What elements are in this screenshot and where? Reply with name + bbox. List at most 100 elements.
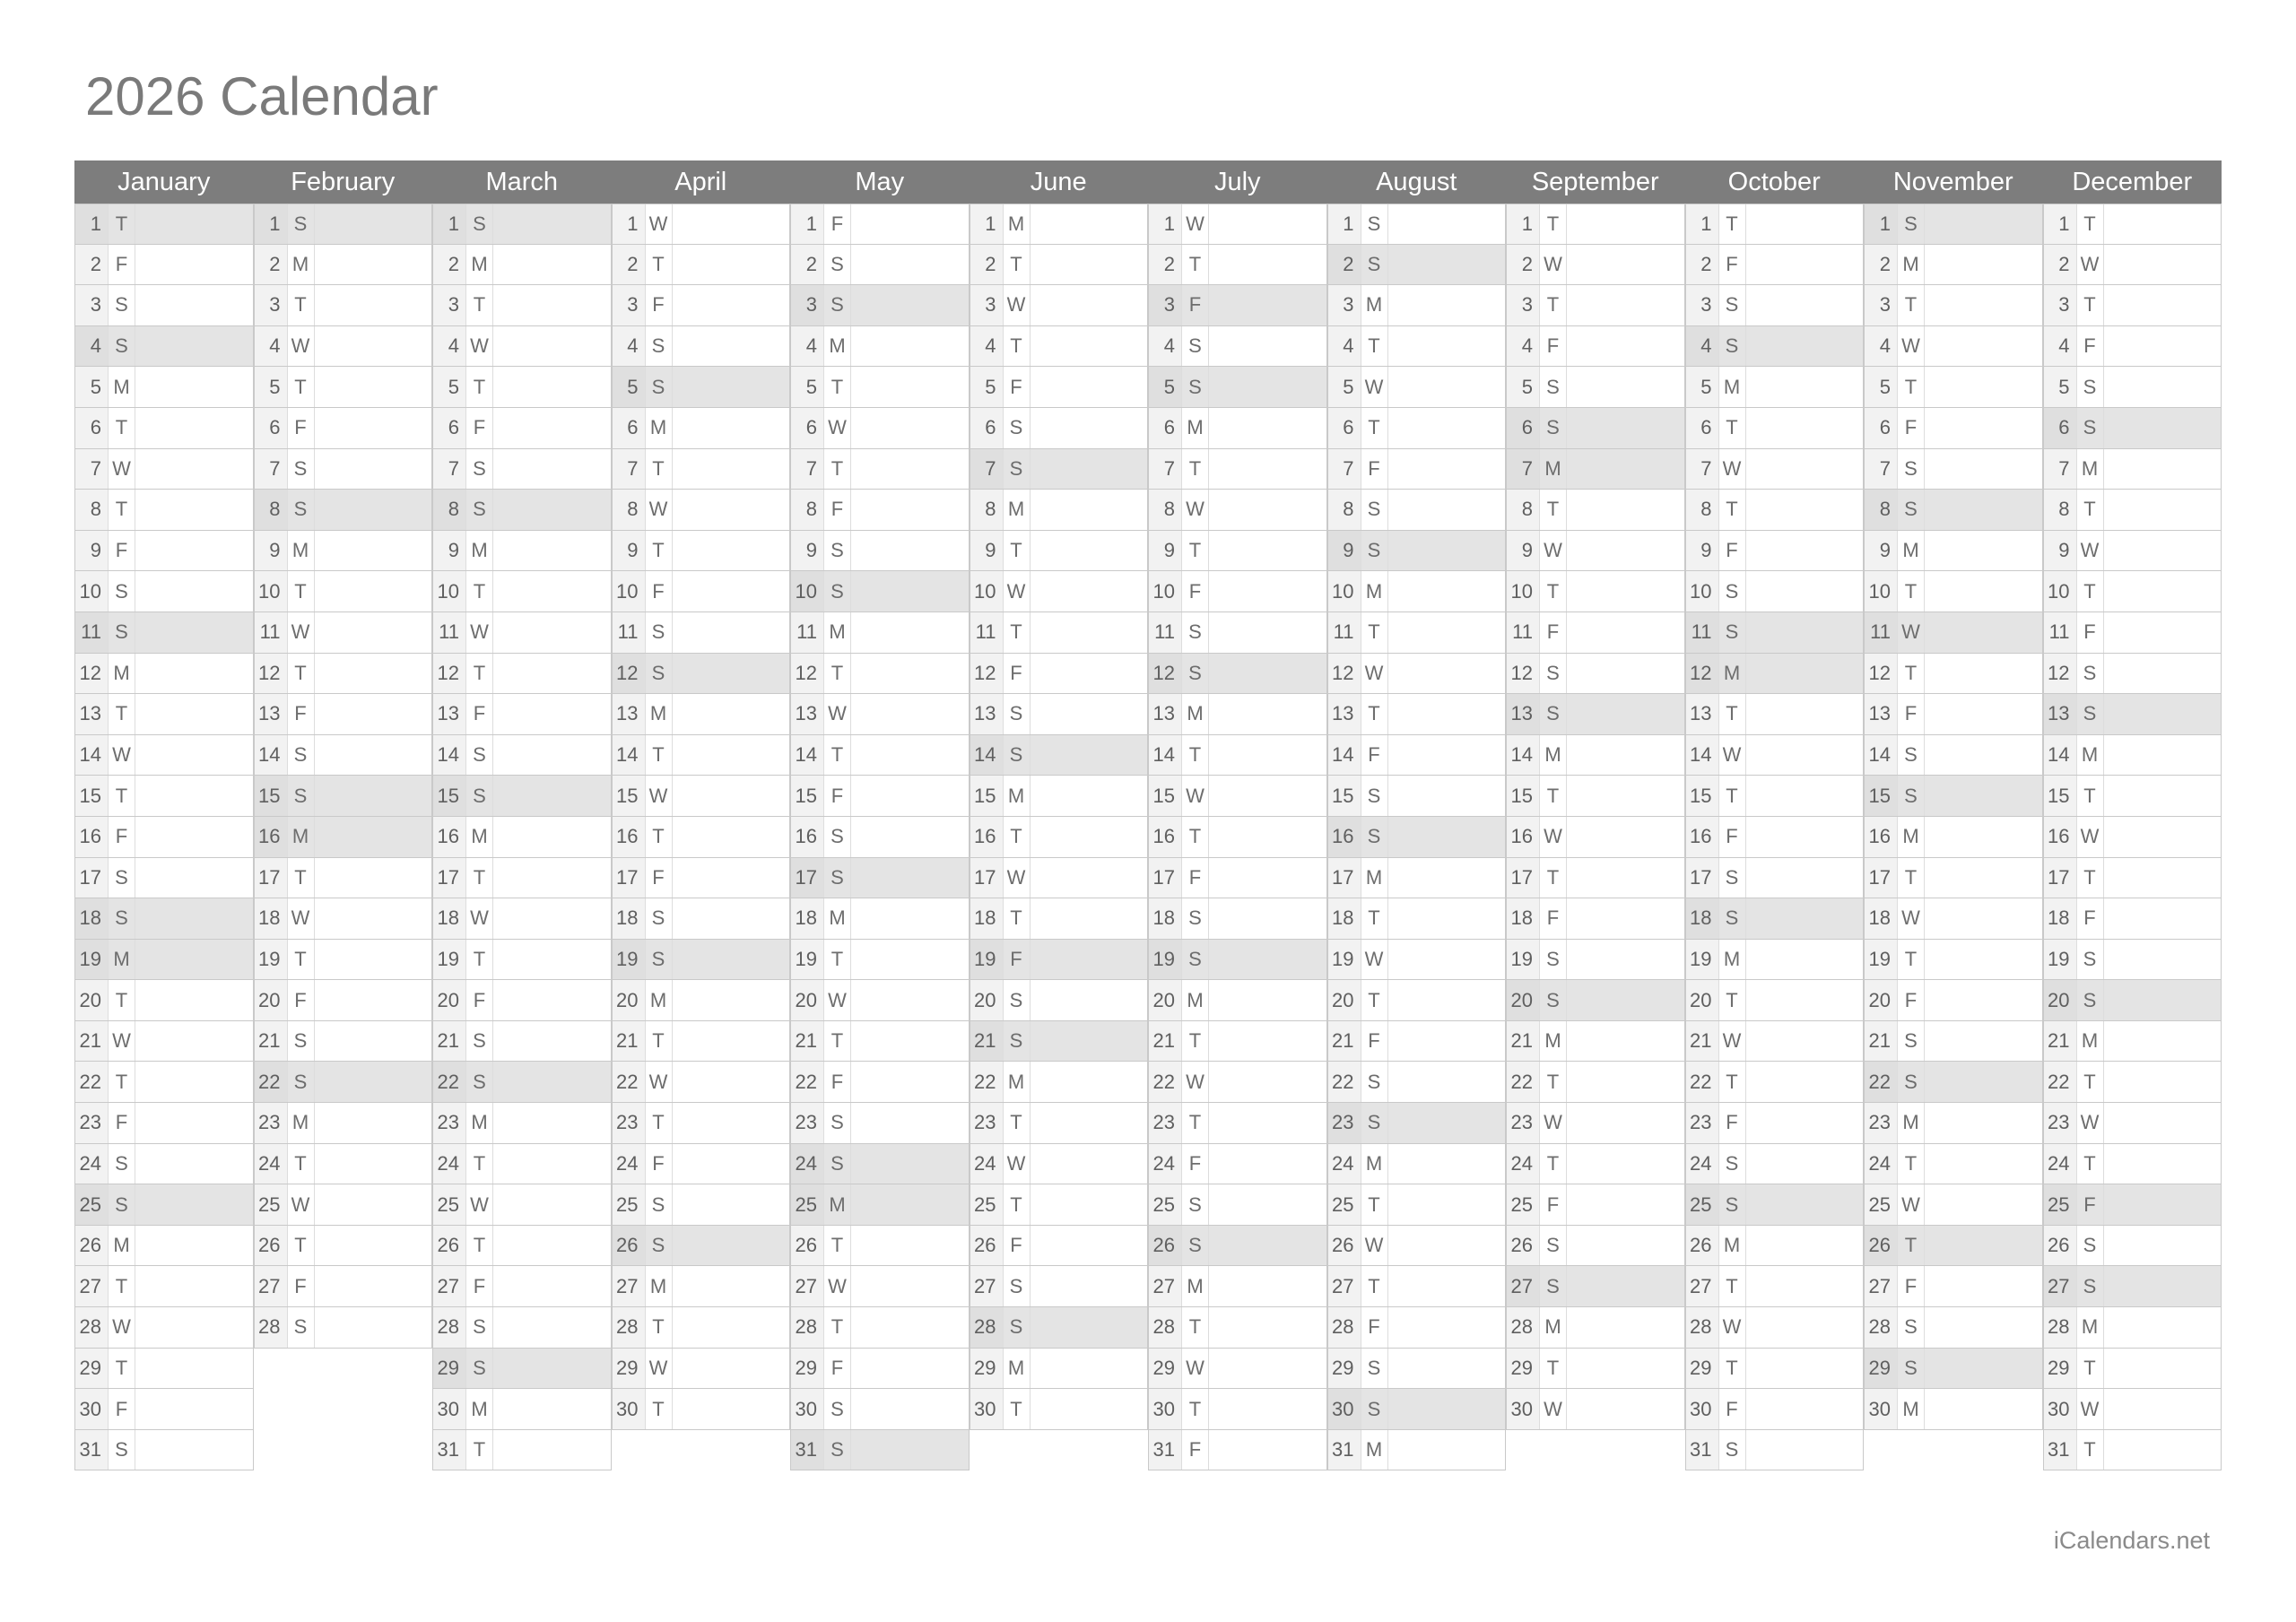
day-row[interactable]: 11 T [1326, 612, 1506, 654]
day-note-cell[interactable] [1387, 367, 1506, 407]
day-note-cell[interactable] [135, 816, 254, 857]
day-note-cell[interactable] [1209, 980, 1327, 1020]
day-note-cell[interactable] [1209, 612, 1327, 653]
day-note-cell[interactable] [135, 612, 254, 653]
day-note-cell[interactable] [135, 1389, 254, 1429]
day-note-cell[interactable] [493, 1020, 612, 1062]
day-note-cell[interactable] [1209, 653, 1327, 694]
day-row[interactable]: 20 T [74, 980, 254, 1021]
day-row[interactable]: 21 M [2042, 1020, 2222, 1063]
day-note-cell[interactable] [672, 407, 790, 448]
day-note-cell[interactable] [1209, 1389, 1327, 1429]
day-note-cell[interactable] [1567, 407, 1685, 448]
day-row[interactable]: 26 M [1684, 1225, 1864, 1267]
day-note-cell[interactable] [493, 857, 612, 898]
day-note-cell[interactable] [1567, 1184, 1685, 1225]
day-row[interactable]: 22 S [1326, 1062, 1506, 1104]
day-note-cell[interactable] [851, 490, 970, 530]
day-note-cell[interactable] [1209, 367, 1327, 407]
day-note-cell[interactable] [314, 285, 432, 325]
day-row[interactable]: 11 S [1684, 612, 1864, 654]
day-note-cell[interactable] [1925, 325, 2043, 367]
day-row[interactable]: 29 F [790, 1348, 970, 1390]
day-note-cell[interactable] [1209, 857, 1327, 898]
day-note-cell[interactable] [1745, 1389, 1864, 1429]
day-row[interactable]: 24 T [2042, 1143, 2222, 1185]
day-note-cell[interactable] [1030, 980, 1148, 1020]
day-row[interactable]: 24 T [1864, 1143, 2043, 1185]
day-note-cell[interactable] [851, 571, 970, 612]
day-note-cell[interactable] [1387, 857, 1506, 898]
day-row[interactable]: 10 S [1684, 571, 1864, 612]
day-note-cell[interactable] [1030, 653, 1148, 694]
day-note-cell[interactable] [1387, 530, 1506, 571]
day-row[interactable]: 24 M [1326, 1143, 1506, 1185]
day-row[interactable]: 26 M [74, 1225, 254, 1267]
day-row[interactable]: 29 T [1506, 1348, 1685, 1390]
day-note-cell[interactable] [1030, 816, 1148, 857]
day-row[interactable]: 15 T [1684, 776, 1864, 817]
day-row[interactable]: 21 T [611, 1020, 790, 1063]
day-note-cell[interactable] [1387, 1389, 1506, 1429]
day-row[interactable]: 28 S [1864, 1307, 2043, 1349]
day-note-cell[interactable] [672, 1225, 790, 1266]
month-header[interactable]: November [1864, 160, 2043, 204]
day-row[interactable]: 17 T [253, 857, 432, 899]
day-row[interactable]: 18 S [74, 898, 254, 940]
day-note-cell[interactable] [2103, 898, 2222, 939]
day-note-cell[interactable] [314, 980, 432, 1020]
day-note-cell[interactable] [1925, 1307, 2043, 1348]
day-note-cell[interactable] [493, 490, 612, 530]
day-row[interactable]: 10 T [432, 571, 612, 612]
day-note-cell[interactable] [135, 571, 254, 612]
day-row[interactable]: 11 S [611, 612, 790, 654]
day-row[interactable]: 13 W [790, 694, 970, 735]
day-row[interactable]: 13 T [1326, 694, 1506, 735]
day-row[interactable]: 24 W [969, 1143, 1148, 1185]
day-note-cell[interactable] [1387, 1062, 1506, 1103]
day-note-cell[interactable] [672, 571, 790, 612]
day-note-cell[interactable] [1567, 1062, 1685, 1103]
day-note-cell[interactable] [493, 1429, 612, 1470]
day-row[interactable]: 29 S [1864, 1348, 2043, 1390]
day-note-cell[interactable] [314, 244, 432, 285]
day-note-cell[interactable] [1567, 898, 1685, 939]
day-note-cell[interactable] [672, 1307, 790, 1348]
day-row[interactable]: 14 W [1684, 734, 1864, 776]
day-row[interactable]: 12 T [1864, 653, 2043, 695]
day-row[interactable]: 13 S [969, 694, 1148, 735]
day-note-cell[interactable] [493, 285, 612, 325]
day-row[interactable]: 28 S [253, 1307, 432, 1349]
day-row[interactable]: 21 T [1148, 1020, 1327, 1063]
day-row[interactable]: 26 F [969, 1225, 1148, 1267]
day-row[interactable]: 21 F [1326, 1020, 1506, 1063]
day-row[interactable]: 25 M [790, 1184, 970, 1226]
day-note-cell[interactable] [493, 816, 612, 857]
day-note-cell[interactable] [672, 857, 790, 898]
day-note-cell[interactable] [1030, 1266, 1148, 1307]
day-row[interactable]: 14 M [1506, 734, 1685, 776]
day-row[interactable]: 11 W [432, 612, 612, 654]
day-note-cell[interactable] [1030, 490, 1148, 530]
day-note-cell[interactable] [493, 1389, 612, 1429]
day-note-cell[interactable] [1387, 1184, 1506, 1225]
day-note-cell[interactable] [1030, 1184, 1148, 1225]
day-row[interactable]: 26 S [1148, 1225, 1327, 1267]
day-row[interactable]: 26 T [432, 1225, 612, 1267]
day-note-cell[interactable] [851, 1020, 970, 1062]
day-note-cell[interactable] [493, 1307, 612, 1348]
